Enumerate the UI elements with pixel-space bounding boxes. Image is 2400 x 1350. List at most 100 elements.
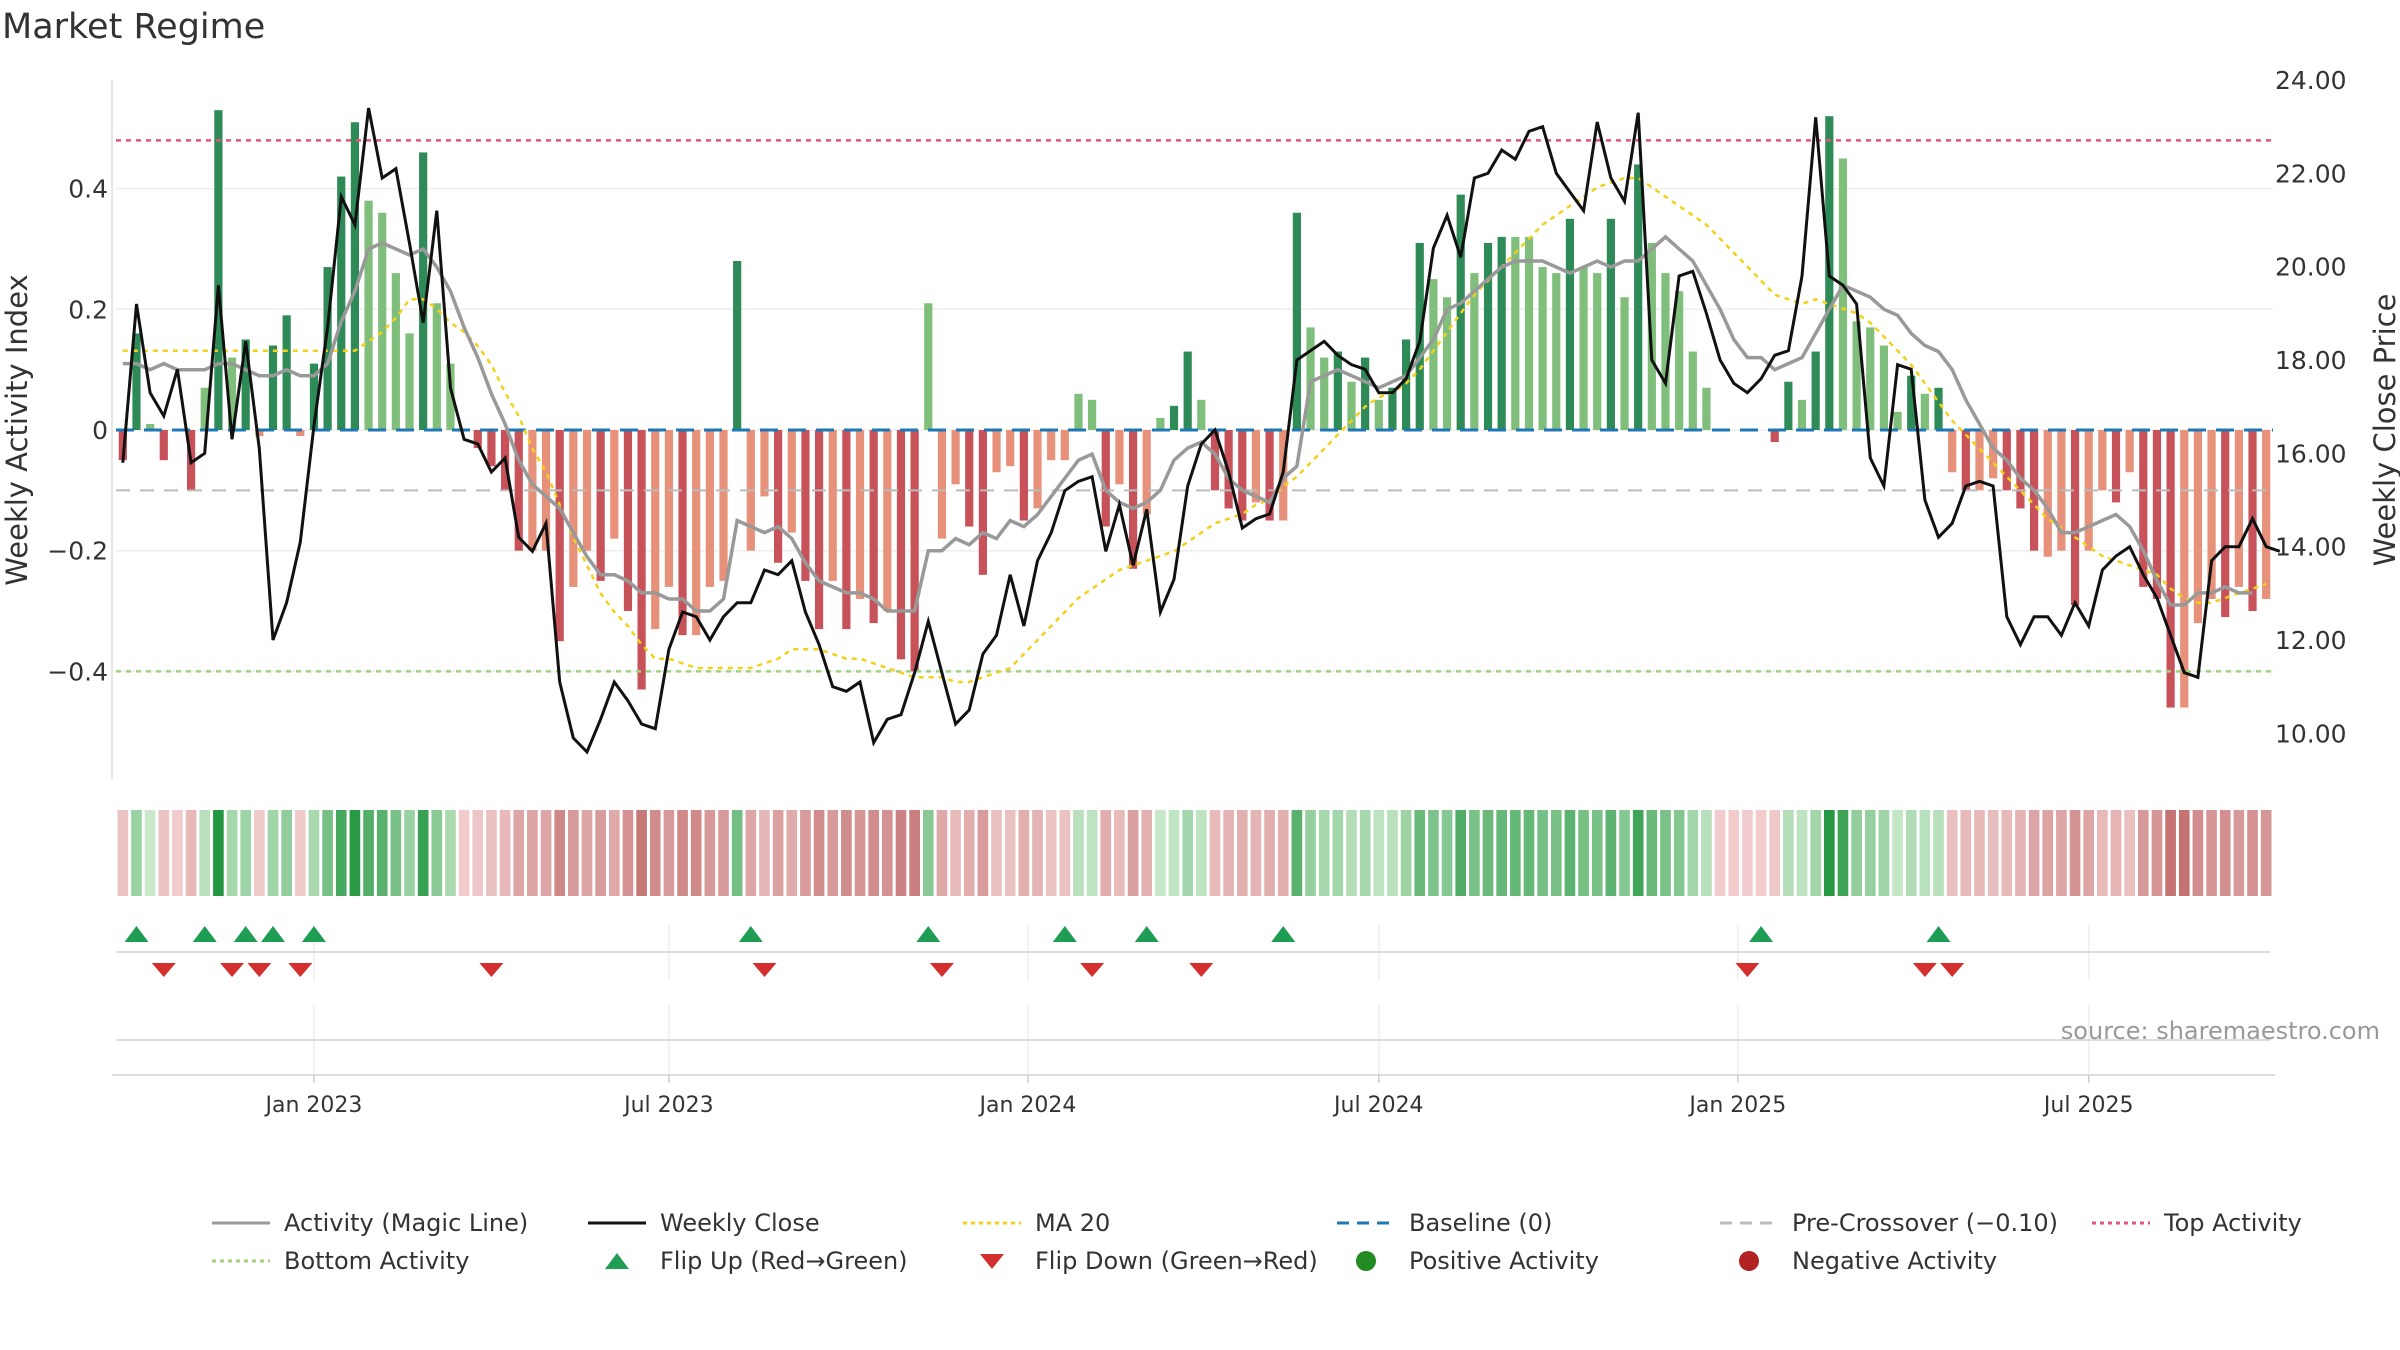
activity-bar bbox=[2234, 430, 2243, 587]
strip-cell bbox=[1032, 810, 1043, 896]
strip-cell bbox=[1905, 810, 1917, 896]
strip-cell bbox=[1523, 810, 1535, 896]
activity-bar bbox=[1128, 430, 1138, 569]
activity-bar bbox=[1060, 430, 1069, 461]
activity-bar bbox=[937, 430, 947, 539]
strip-cell bbox=[1864, 810, 1876, 896]
y-left-axis-label: Weekly Activity Index bbox=[0, 274, 34, 585]
activity-bar bbox=[883, 430, 892, 612]
strip-cell bbox=[1837, 810, 1849, 896]
x-tick-label: Jan 2025 bbox=[1687, 1093, 1786, 1118]
strip-cell bbox=[144, 810, 156, 896]
strip-cell bbox=[1127, 810, 1139, 896]
activity-bar bbox=[705, 430, 714, 587]
flip-up-marker bbox=[233, 926, 258, 942]
legend-label: Top Activity bbox=[2164, 1209, 2302, 1237]
activity-bar bbox=[1866, 327, 1875, 430]
weekly-close-line bbox=[121, 107, 2281, 755]
x-tick-label: Jan 2024 bbox=[977, 1093, 1076, 1118]
strip-cell bbox=[1974, 810, 1985, 896]
strip-cell bbox=[854, 810, 866, 896]
strip-cell bbox=[2247, 810, 2258, 896]
activity-bar bbox=[664, 430, 673, 587]
legend-label: Baseline (0) bbox=[1409, 1209, 1553, 1237]
strip-cell bbox=[213, 810, 224, 896]
activity-bar bbox=[296, 430, 305, 437]
strip-cell bbox=[1469, 810, 1480, 896]
legend-label: Flip Up (Red→Green) bbox=[660, 1247, 908, 1275]
y-left-tick-label: 0.2 bbox=[68, 295, 108, 324]
strip-cell bbox=[199, 810, 211, 896]
strip-cell bbox=[759, 810, 770, 896]
activity-bar bbox=[2193, 430, 2203, 624]
activity-bar bbox=[350, 122, 360, 430]
activity-bar bbox=[1948, 430, 1957, 473]
activity-bar bbox=[1675, 291, 1684, 430]
activity-bar bbox=[1442, 297, 1452, 430]
activity-bar bbox=[978, 430, 987, 575]
activity-bar bbox=[582, 430, 592, 551]
activity-bar bbox=[1265, 430, 1274, 521]
activity-bar bbox=[869, 430, 878, 624]
activity-bar bbox=[1306, 327, 1315, 430]
flip-down-marker bbox=[151, 963, 176, 977]
activity-bar bbox=[801, 430, 810, 581]
activity-bar bbox=[432, 303, 441, 430]
legend-item: Top Activity bbox=[2090, 1205, 2302, 1241]
strip-cell bbox=[267, 810, 279, 896]
strip-cell bbox=[786, 810, 798, 896]
strip-cell bbox=[1141, 810, 1153, 896]
activity-bar bbox=[391, 273, 400, 430]
strip-cell bbox=[1823, 810, 1835, 896]
strip-cell bbox=[185, 810, 197, 896]
activity-bar bbox=[719, 430, 728, 581]
activity-bar bbox=[1333, 351, 1342, 430]
activity-bar bbox=[1811, 351, 1820, 430]
flip-down-marker bbox=[247, 963, 272, 977]
strip-cell bbox=[1414, 810, 1426, 896]
ma20-line bbox=[122, 176, 2267, 684]
activity-bar bbox=[651, 430, 660, 630]
activity-bar bbox=[1320, 357, 1329, 430]
y-right-tick-label: 12.00 bbox=[2275, 626, 2347, 655]
strip-cell bbox=[2165, 810, 2176, 896]
strip-cell bbox=[2110, 810, 2122, 896]
strip-cell bbox=[1578, 810, 1589, 896]
activity-bar bbox=[132, 333, 141, 430]
activity-bar bbox=[514, 430, 523, 551]
activity-bar bbox=[1661, 273, 1670, 430]
activity-bar bbox=[1388, 387, 1397, 430]
activity-bar bbox=[1893, 411, 1902, 430]
activity-bar bbox=[1975, 430, 1984, 491]
activity-bar bbox=[1483, 242, 1493, 430]
activity-bar bbox=[814, 430, 824, 630]
legend-item: Positive Activity bbox=[1335, 1243, 1599, 1279]
strip-cell bbox=[499, 810, 511, 896]
strip-cell bbox=[991, 810, 1002, 896]
activity-bar bbox=[1019, 430, 1028, 521]
strip-cell bbox=[363, 810, 374, 896]
strip-cell bbox=[1332, 810, 1344, 896]
activity-bar bbox=[2152, 430, 2162, 599]
strip-cell bbox=[294, 810, 306, 896]
strip-cell bbox=[963, 810, 975, 896]
activity-bar bbox=[1033, 430, 1042, 509]
activity-bar bbox=[1210, 430, 1220, 491]
flip-up-marker bbox=[301, 926, 326, 942]
activity-bar bbox=[774, 430, 783, 563]
strip-cell bbox=[1687, 810, 1699, 896]
strip-cell bbox=[349, 810, 361, 896]
source-note: source: sharemaestro.com bbox=[2061, 1017, 2380, 1045]
activity-bar bbox=[965, 430, 974, 527]
strip-cell bbox=[1878, 810, 1890, 896]
strip-cell bbox=[1946, 810, 1958, 896]
strip-cell bbox=[1018, 810, 1030, 896]
strip-cell bbox=[2097, 810, 2108, 896]
strip-cell bbox=[1428, 810, 1439, 896]
activity-bar bbox=[2016, 430, 2025, 509]
activity-bar bbox=[760, 430, 769, 497]
strip-cell bbox=[772, 810, 784, 896]
strip-cell bbox=[1550, 810, 1562, 896]
strip-cell bbox=[950, 810, 961, 896]
y-left-tick-label: −0.4 bbox=[47, 657, 108, 686]
